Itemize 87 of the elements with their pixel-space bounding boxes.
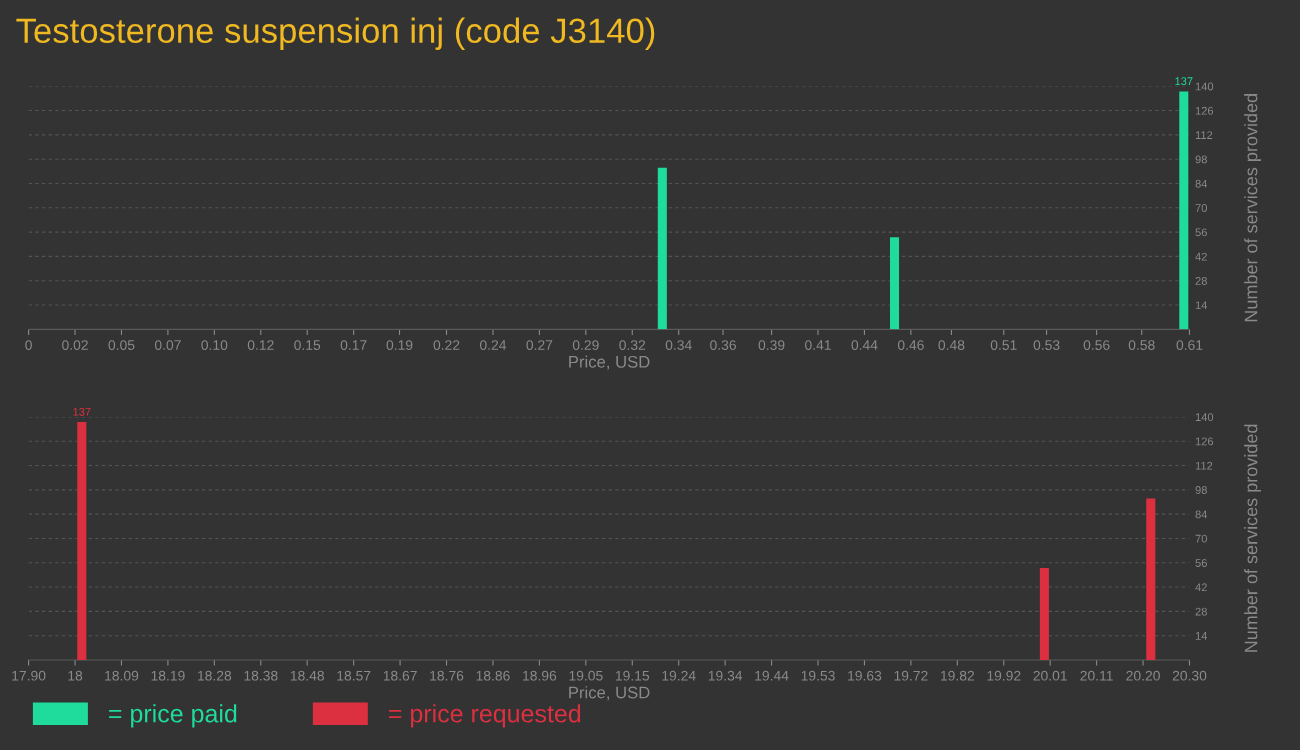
bar	[77, 422, 87, 660]
x-tick-label: 18.57	[337, 670, 371, 681]
chart-title: Testosterone suspension inj (code J3140)	[16, 17, 655, 50]
x-tick-label: 0.36	[710, 340, 736, 350]
x-tick-label: 0.46	[897, 340, 924, 350]
x-tick-label: 18.96	[523, 670, 557, 681]
y-tick-label: 70	[1195, 204, 1207, 212]
y-tick-label: 98	[1195, 486, 1207, 494]
x-tick-label: 0.27	[526, 340, 553, 350]
x-tick-label: 19.24	[662, 670, 696, 681]
x-tick-label: 19.92	[987, 670, 1021, 681]
x-tick-label: 0.61	[1176, 340, 1203, 350]
y-tick-label: 14	[1195, 632, 1208, 640]
x-tick-label: 0.12	[247, 340, 274, 350]
x-tick-label: 19.34	[708, 670, 743, 681]
x-tick-label: 18.67	[383, 670, 417, 681]
x-tick-label: 19.44	[755, 670, 789, 681]
x-tick-label: 0.15	[294, 340, 321, 350]
x-tick-label: 0.48	[938, 340, 965, 350]
x-tick-label: 20.30	[1172, 670, 1207, 681]
x-tick-label: 18.38	[244, 670, 278, 681]
x-axis-title: Price, USD	[569, 686, 650, 701]
x-tick-label: 19.53	[801, 670, 835, 681]
x-tick-label: 19.15	[615, 670, 650, 681]
x-tick-label: 18.76	[430, 670, 464, 681]
legend-label: = price paid	[109, 704, 237, 728]
bar	[1039, 567, 1049, 660]
legend-label: = price requested	[389, 704, 581, 728]
x-tick-label: 18.86	[476, 670, 510, 681]
x-tick-label: 0.58	[1128, 340, 1155, 350]
x-axis-title: Price, USD	[569, 355, 650, 370]
x-tick-label: 0.44	[851, 340, 878, 350]
bar	[889, 237, 900, 330]
data-label: 137	[1175, 77, 1193, 86]
x-tick-label: 19.72	[894, 670, 928, 681]
x-tick-label: 19.82	[941, 670, 974, 681]
x-tick-label: 0.10	[201, 340, 228, 350]
y-tick-label: 14	[1195, 301, 1208, 310]
y-tick-label: 56	[1195, 228, 1207, 237]
y-tick-label: 112	[1195, 461, 1213, 470]
y-tick-label: 42	[1195, 252, 1207, 261]
x-tick-label: 0.29	[572, 340, 599, 350]
bar	[1179, 91, 1189, 330]
y-axis-title: Number of services provided	[1244, 94, 1261, 322]
x-tick-label: 0.39	[758, 340, 785, 350]
y-tick-label: 98	[1195, 155, 1207, 164]
x-tick-label: 0.07	[154, 340, 181, 350]
x-tick-label: 18.19	[151, 670, 185, 681]
x-tick-label: 20.20	[1126, 670, 1160, 681]
x-tick-label: 17.90	[12, 670, 46, 681]
x-tick-label: 0.56	[1083, 340, 1110, 350]
y-tick-label: 126	[1195, 437, 1214, 446]
bar	[657, 167, 667, 330]
y-tick-label: 84	[1195, 510, 1208, 519]
y-tick-label: 126	[1195, 106, 1214, 115]
x-tick-label: 0.34	[665, 340, 692, 350]
y-tick-label: 70	[1195, 534, 1207, 543]
x-tick-label: 18.48	[290, 670, 324, 681]
data-label: 137	[73, 407, 91, 416]
x-tick-label: 19.05	[569, 670, 603, 681]
x-tick-label: 0	[25, 340, 32, 350]
x-tick-label: 0.17	[340, 340, 367, 350]
x-tick-label: 0.32	[619, 340, 646, 350]
y-tick-label: 140	[1195, 413, 1214, 422]
x-tick-label: 19.63	[848, 670, 882, 681]
x-tick-label: 20.01	[1033, 670, 1067, 681]
x-tick-label: 0.51	[990, 340, 1017, 350]
bar	[1146, 498, 1156, 660]
x-tick-label: 0.24	[479, 340, 507, 350]
x-tick-label: 0.53	[1033, 340, 1060, 350]
y-tick-label: 42	[1195, 583, 1207, 592]
y-tick-label: 56	[1195, 559, 1207, 567]
y-tick-label: 28	[1195, 607, 1207, 616]
x-tick-label: 18.28	[198, 670, 232, 681]
y-tick-label: 112	[1195, 131, 1213, 139]
x-tick-label: 0.02	[62, 340, 88, 350]
x-tick-label: 20.11	[1080, 670, 1113, 681]
x-tick-label: 0.05	[108, 340, 135, 350]
x-tick-label: 0.22	[433, 340, 460, 350]
x-tick-label: 0.19	[386, 340, 413, 350]
y-tick-label: 84	[1195, 179, 1208, 188]
y-axis-title: Number of services provided	[1244, 424, 1261, 652]
y-tick-label: 28	[1195, 277, 1207, 285]
x-tick-label: 18.09	[105, 670, 139, 681]
y-tick-label: 140	[1195, 82, 1214, 91]
x-tick-label: 0.41	[805, 340, 831, 350]
x-tick-label: 18	[68, 670, 83, 681]
